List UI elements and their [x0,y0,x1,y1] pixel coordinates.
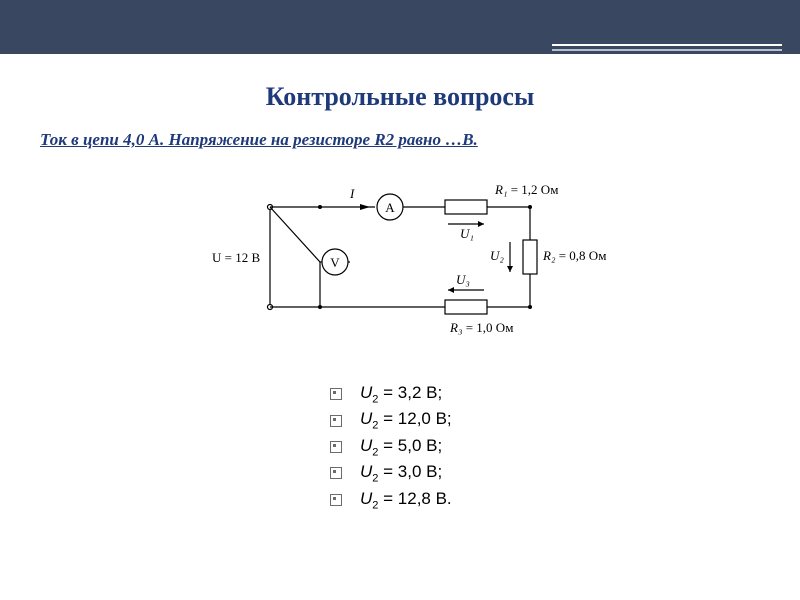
answer-option: U2 = 12,0 В; [330,409,760,431]
r2-value: = 0,8 Ом [559,248,607,263]
voltmeter-label: V [330,255,340,270]
bullet-icon [330,415,342,427]
r2-name: R₂ [542,248,556,263]
r3-value: = 1,0 Ом [466,320,514,335]
topbar-rule-2 [552,49,782,51]
circuit-diagram: V U = 12 В I А R₁ = 1,2 Ом [40,162,760,357]
bullet-icon [330,467,342,479]
page-title: Контрольные вопросы [40,82,760,112]
u1-label: U₁ [460,226,474,241]
r1-value: = 1,2 Ом [511,182,559,197]
r3-name: R₃ [449,320,462,335]
u3-label: U₃ [456,272,470,287]
bullet-icon [330,441,342,453]
svg-text:R₂ = 0,8 Ом: R₂ = 0,8 Ом [542,248,606,263]
current-label: I [349,186,355,201]
answer-option: U2 = 12,8 В. [330,489,760,511]
question-text: Ток в цепи 4,0 А. Напряжение на резистор… [40,130,760,150]
answer-option: U2 = 3,0 В; [330,462,760,484]
slide-topbar [0,0,800,54]
bullet-icon [330,388,342,400]
svg-text:R₃ = 1,0 Ом: R₃ = 1,0 Ом [449,320,513,335]
u2-label: U₂ [490,248,504,263]
svg-text:R₁ = 1,2 Ом: R₁ = 1,2 Ом [494,182,558,197]
topbar-rule-1 [552,44,782,46]
answer-options: U2 = 3,2 В; U2 = 12,0 В; U2 = 5,0 В; U2 … [330,383,760,511]
answer-option: U2 = 3,2 В; [330,383,760,405]
bullet-icon [330,494,342,506]
source-label: U = 12 В [212,250,260,265]
answer-option: U2 = 5,0 В; [330,436,760,458]
r1-name: R₁ [494,182,507,197]
ammeter-label: А [385,200,395,215]
